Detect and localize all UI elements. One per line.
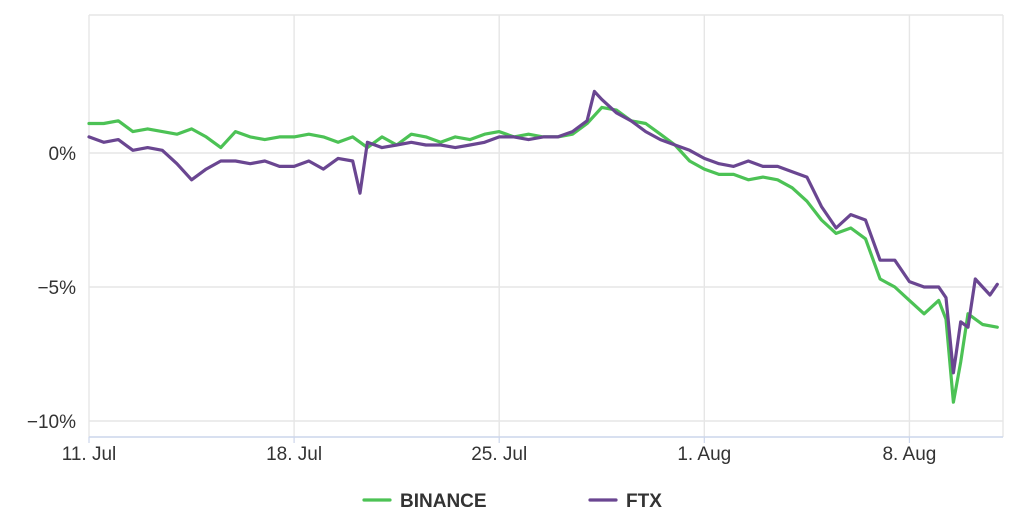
legend-item-ftx[interactable]: FTX (588, 491, 662, 512)
y-tick-label: −5% (37, 278, 76, 299)
y-tick-label: 0% (49, 144, 77, 165)
axes: 0% −5% −10% 11. Jul 18. Jul 25. Jul 1. Aug 8. A… (27, 144, 1003, 465)
legend-label: BINANCE (400, 491, 487, 512)
legend-item-binance[interactable]: BINANCE (362, 491, 487, 512)
grid (88, 14, 1004, 437)
series-line-binance[interactable] (87, 105, 999, 404)
y-tick-label: −10% (27, 412, 76, 433)
x-tick-label: 25. Jul (471, 444, 527, 465)
legend[interactable]: BINANCE FTX (362, 491, 662, 512)
legend-label: FTX (626, 491, 662, 512)
x-tick-label: 18. Jul (266, 444, 322, 465)
x-tick-label: 11. Jul (62, 444, 117, 465)
series-layer (87, 89, 999, 404)
x-tick-label: 1. Aug (677, 444, 731, 465)
x-tick-label: 8. Aug (882, 444, 936, 465)
series-line-ftx[interactable] (87, 89, 999, 375)
